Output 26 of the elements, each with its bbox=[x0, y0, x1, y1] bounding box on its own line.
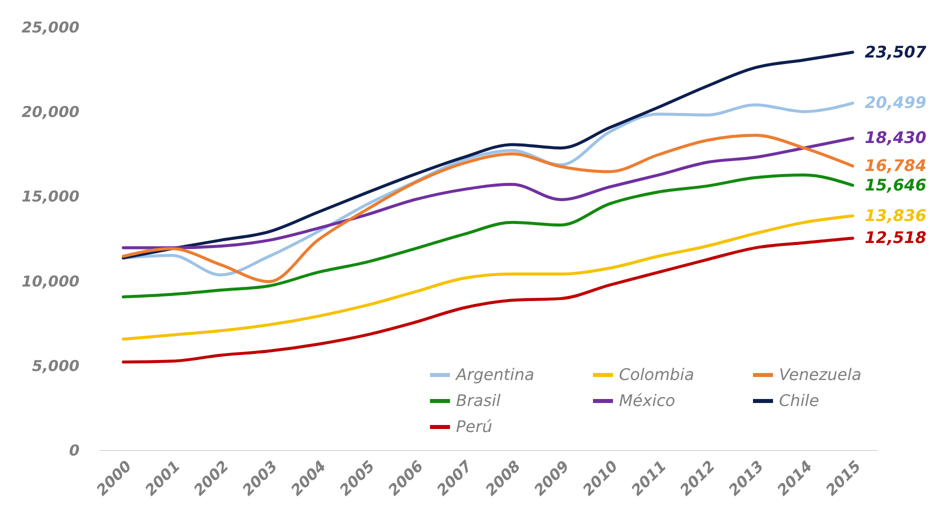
data-label: 23,507 bbox=[864, 42, 928, 62]
y-tick-label: 25,000 bbox=[22, 18, 80, 36]
legend-label: Venezuela bbox=[779, 365, 862, 384]
y-tick-label: 0 bbox=[69, 442, 80, 460]
data-label: 16,784 bbox=[864, 156, 926, 176]
line-series bbox=[122, 134, 854, 284]
data-label: 15,646 bbox=[864, 175, 926, 194]
legend-label: Colombia bbox=[619, 365, 694, 384]
legend-label: México bbox=[619, 391, 676, 410]
data-label: 18,430 bbox=[864, 128, 926, 148]
data-label: 20,499 bbox=[864, 93, 926, 112]
line-series bbox=[122, 174, 854, 298]
data-label: 12,518 bbox=[864, 228, 926, 248]
y-tick-label: 20,000 bbox=[22, 103, 80, 122]
data-label: 13,836 bbox=[864, 206, 926, 225]
legend-label: Perú bbox=[456, 417, 492, 436]
line-series bbox=[122, 136, 854, 250]
legend-label: Brasil bbox=[456, 391, 502, 410]
y-tick-label: 5,000 bbox=[32, 356, 80, 375]
legend-label: Argentina bbox=[455, 365, 534, 384]
line-series bbox=[122, 50, 854, 260]
line-series bbox=[122, 214, 854, 341]
line-series bbox=[122, 236, 854, 364]
y-tick-label: 15,000 bbox=[22, 188, 80, 206]
legend-label: Chile bbox=[779, 391, 820, 410]
y-tick-label: 10,000 bbox=[22, 272, 80, 290]
